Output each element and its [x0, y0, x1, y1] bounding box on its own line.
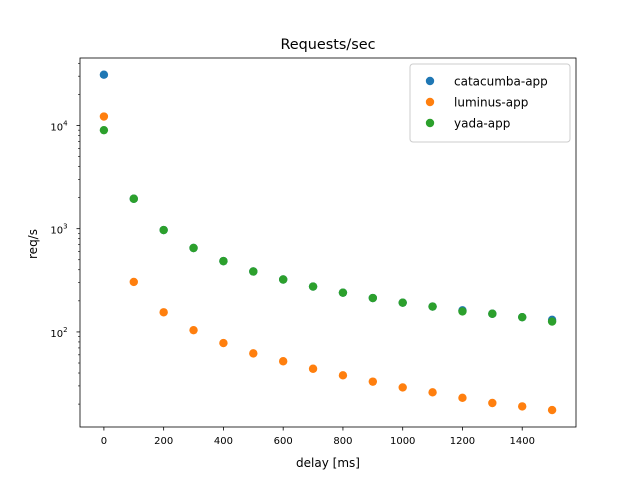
data-point: [99, 125, 109, 135]
x-tick-label: 1400: [509, 436, 534, 447]
data-point: [189, 325, 198, 335]
data-point: [428, 388, 437, 397]
y-tick-label: 104: [50, 119, 68, 133]
x-axis-label: delay [ms]: [296, 456, 360, 470]
legend-marker: [425, 76, 435, 86]
data-point: [338, 288, 348, 297]
data-point: [249, 267, 258, 276]
x-tick-label: 1200: [450, 436, 475, 447]
legend-label: catacumba-app: [454, 75, 548, 89]
data-point: [308, 282, 318, 291]
y-tick-label: 103: [50, 223, 67, 237]
x-tick-label: 400: [214, 436, 233, 447]
data-point: [368, 377, 378, 386]
data-point: [278, 357, 288, 366]
x-tick-label: 600: [274, 436, 293, 447]
x-tick-label: 800: [333, 436, 352, 447]
x-axis-ticks: 0 200 400 600 800 1000 1200 1400: [101, 427, 535, 447]
y-axis-ticks: 102 103 104: [50, 62, 80, 405]
data-point: [547, 317, 557, 326]
data-point: [308, 364, 318, 373]
plot-frame: [79, 57, 577, 428]
data-point: [458, 393, 467, 403]
x-tick-label: 1000: [390, 436, 415, 447]
series-luminus-app: [99, 112, 557, 415]
data-point: [488, 309, 497, 318]
data-point: [488, 398, 497, 408]
data-point: [458, 307, 467, 316]
legend-marker: [425, 118, 435, 128]
legend: catacumba-app luminus-app yada-app: [409, 63, 571, 143]
series-yada-app: [99, 125, 557, 326]
data-point: [249, 349, 258, 358]
data-points: [99, 70, 557, 415]
data-point: [518, 312, 527, 322]
x-tick-label: 200: [154, 436, 173, 447]
data-point: [219, 338, 228, 348]
plot-area: [79, 57, 577, 428]
data-point: [398, 298, 407, 307]
data-point: [219, 256, 228, 266]
data-point: [129, 194, 138, 203]
data-point: [159, 308, 168, 317]
data-point: [189, 243, 198, 253]
data-point: [129, 277, 138, 287]
data-point: [278, 275, 288, 284]
legend-label: luminus-app: [454, 96, 528, 110]
data-point: [428, 302, 437, 311]
data-point: [99, 112, 109, 121]
data-point: [398, 383, 407, 392]
y-axis-label: req/s: [26, 229, 40, 259]
data-point: [547, 405, 557, 415]
y-tick-label: 102: [50, 326, 67, 340]
data-point: [518, 402, 527, 411]
legend-label: yada-app: [454, 117, 510, 131]
data-point: [338, 371, 348, 380]
data-point: [368, 293, 378, 303]
x-tick-label: 0: [101, 436, 107, 447]
data-point: [99, 70, 109, 79]
legend-box: [409, 63, 571, 143]
legend-marker: [425, 97, 435, 107]
data-point: [159, 225, 168, 235]
chart-title: Requests/sec: [280, 37, 375, 53]
